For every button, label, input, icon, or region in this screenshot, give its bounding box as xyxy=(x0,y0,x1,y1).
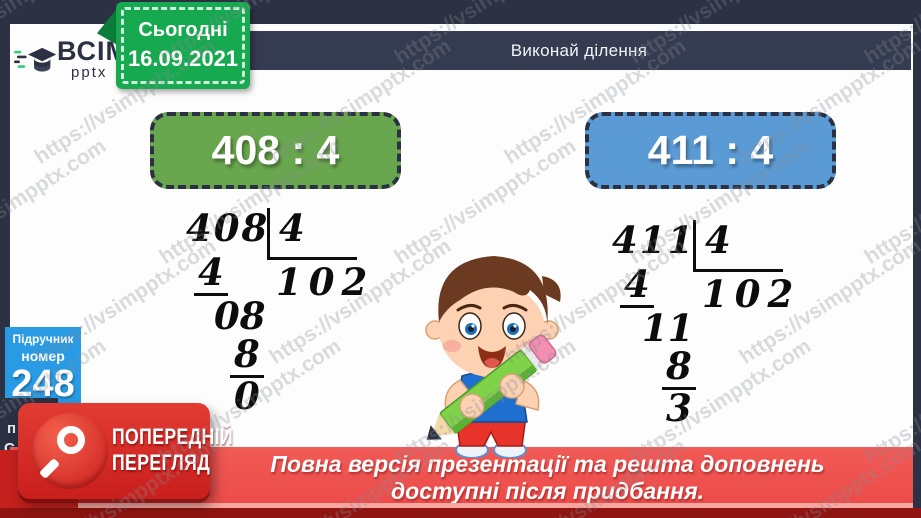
division-step: 08 xyxy=(214,294,266,338)
divisor: 4 xyxy=(705,218,731,262)
textbook-number-badge: Підручник номер 248 xyxy=(5,327,81,406)
division-bracket-horizontal xyxy=(693,269,783,272)
dividend: 411 xyxy=(612,218,696,262)
slide-title: Виконай ділення xyxy=(510,40,648,60)
textbook-number: 248 xyxy=(11,363,75,405)
divisor: 4 xyxy=(279,206,305,250)
obscured-letter: С xyxy=(4,440,15,457)
date-badge-label: Сьогодні xyxy=(138,19,228,41)
purchase-banner-line2: доступні після придбання. xyxy=(390,478,705,504)
dividend: 408 xyxy=(186,206,270,250)
magnifier-circle xyxy=(32,413,108,489)
long-division-right: 411 4 102 4 11 8 3 xyxy=(612,218,793,430)
division-step: 11 xyxy=(642,306,694,350)
problem-header-right: 411 : 4 xyxy=(585,112,836,189)
slide-title-bar: Виконай ділення xyxy=(247,31,911,70)
quotient: 102 xyxy=(702,272,801,316)
preview-badge-line1: ПОПЕРЕДНІЙ xyxy=(112,424,233,449)
division-step: 0 xyxy=(234,374,260,418)
purchase-banner-line1: Повна версія презентації та решта доповн… xyxy=(270,451,825,477)
bottom-strip xyxy=(0,508,921,518)
magnifier-icon xyxy=(57,426,85,454)
obscured-letter: п xyxy=(7,420,17,437)
division-bracket-vertical xyxy=(267,208,270,257)
date-badge: Сьогодні 16.09.2021 xyxy=(116,2,250,89)
quotient: 102 xyxy=(276,260,375,304)
problem-header-left: 408 : 4 xyxy=(150,112,401,189)
preview-badge-line2: ПЕРЕГЛЯД xyxy=(112,450,211,475)
division-bracket-horizontal xyxy=(267,257,357,260)
division-step: 4 xyxy=(194,254,228,296)
long-division-left: 408 4 102 4 08 8 0 xyxy=(186,206,367,418)
magnifier-handle xyxy=(38,457,61,480)
division-step: 4 xyxy=(620,266,654,308)
textbook-label-1: Підручник xyxy=(12,332,74,346)
problem-header-left-text: 408 : 4 xyxy=(211,127,340,173)
division-bracket-vertical xyxy=(693,220,696,269)
division-step: 8 xyxy=(230,336,264,378)
division-step: 8 xyxy=(662,348,696,390)
preview-badge[interactable]: ПОПЕРЕДНІЙ ПЕРЕГЛЯД xyxy=(18,403,233,499)
graduation-cap-icon xyxy=(14,47,57,72)
division-step: 3 xyxy=(666,386,692,430)
date-badge-value: 16.09.2021 xyxy=(127,46,239,71)
problem-header-right-text: 411 : 4 xyxy=(647,127,774,173)
logo-sub-text: pptx xyxy=(71,64,108,81)
textbook-label-2: номер xyxy=(21,348,65,364)
boy-character-illustration xyxy=(425,256,561,458)
banner-bottom-edge xyxy=(10,503,913,508)
